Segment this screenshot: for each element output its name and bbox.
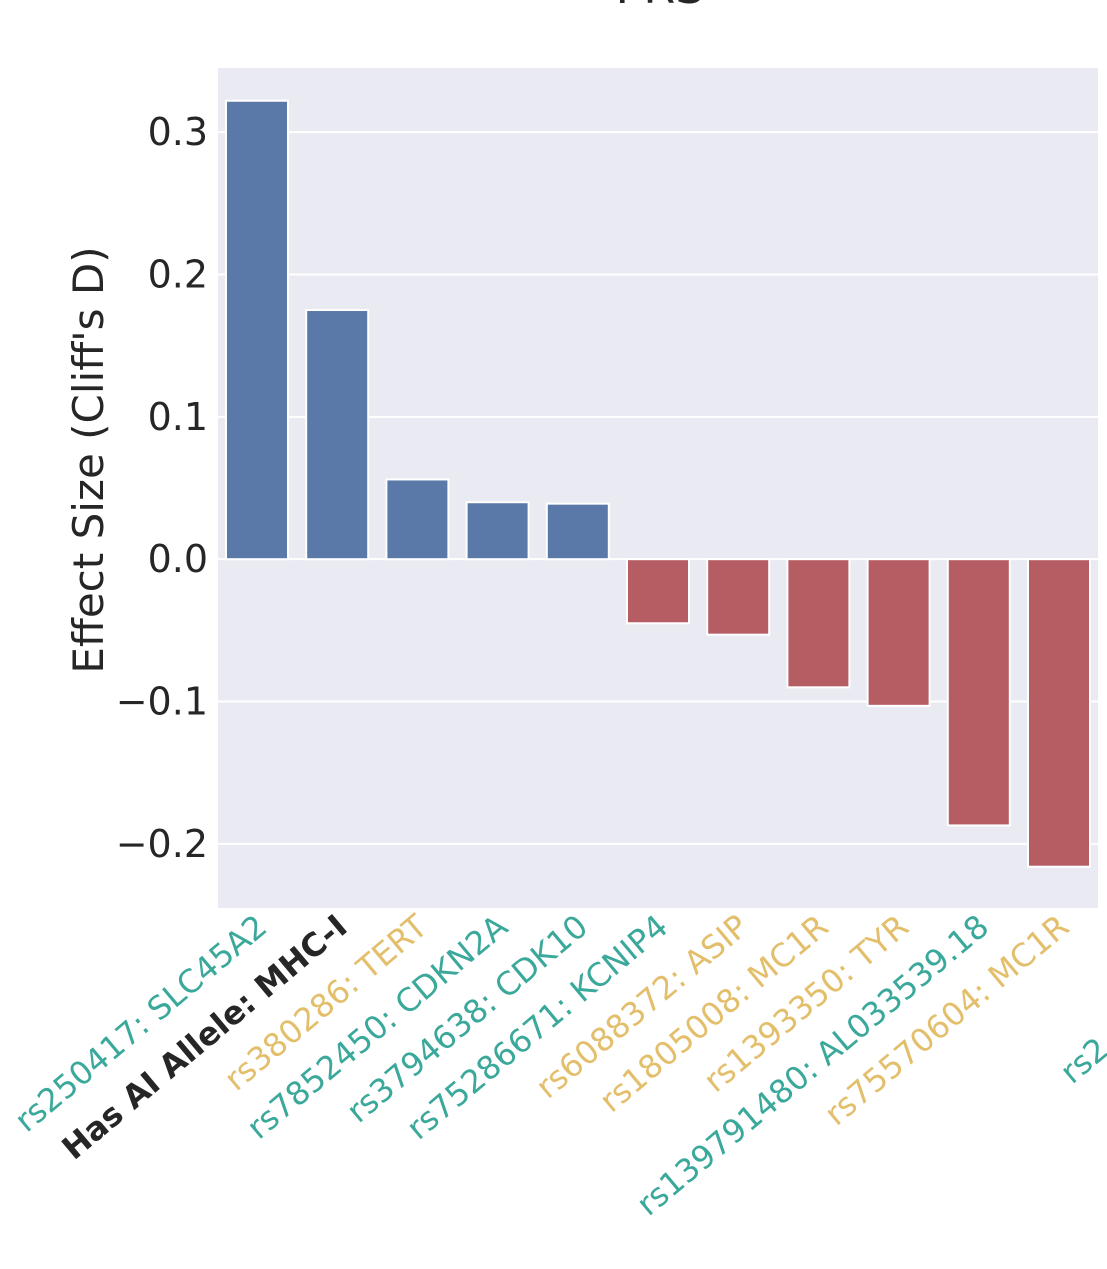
x-tick-label-clipped: rs2	[1053, 1030, 1107, 1091]
y-tick-label: 0.2	[148, 252, 208, 296]
y-tick-label: 0.3	[148, 110, 208, 154]
bar	[706, 558, 771, 636]
y-tick-label: −0.1	[116, 680, 208, 724]
bar	[385, 478, 450, 561]
bar	[545, 502, 610, 561]
bar	[866, 558, 931, 707]
y-tick-label: 0.1	[148, 395, 208, 439]
y-tick-label: 0.0	[148, 537, 208, 581]
bar	[1027, 558, 1091, 868]
bar	[225, 99, 289, 561]
bar	[786, 558, 851, 689]
y-tick-labels: −0.2 −0.1 0.0 0.1 0.2 0.3	[116, 110, 208, 866]
y-tick-label: −0.2	[116, 822, 208, 866]
y-axis-title: Effect Size (Cliff's D)	[64, 246, 113, 673]
bar	[465, 501, 530, 561]
chart-title: PRS	[616, 0, 705, 14]
bar	[305, 309, 370, 561]
bars	[225, 99, 1091, 868]
bar	[946, 558, 1011, 827]
bar	[626, 558, 690, 625]
